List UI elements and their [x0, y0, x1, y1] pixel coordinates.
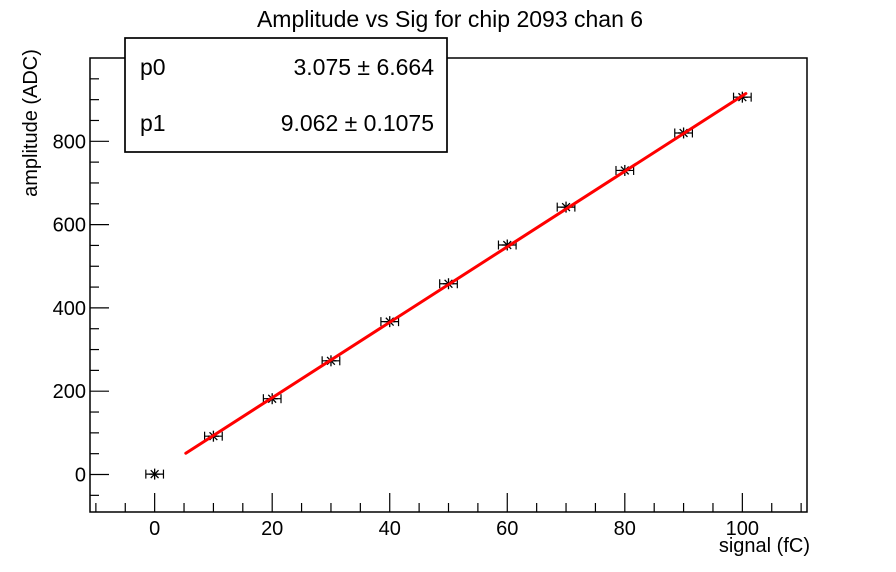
stats-param-value: 9.062 ± 0.1075: [281, 110, 434, 136]
fit-line-group: [184, 92, 748, 455]
y-axis-tick-label: 400: [53, 298, 86, 320]
x-axis-tick-label: 60: [496, 518, 518, 540]
chart-title: Amplitude vs Sig for chip 2093 chan 6: [257, 6, 643, 32]
y-axis-tick-label: 800: [53, 131, 86, 153]
stats-param-value: 3.075 ± 6.664: [293, 54, 434, 80]
x-axis-tick-label: 0: [149, 518, 160, 540]
stats-param-name: p1: [140, 110, 166, 136]
stats-param-name: p0: [140, 54, 166, 80]
marker-spoke: [150, 469, 160, 479]
axis-ticks-group: [90, 78, 802, 512]
y-axis-tick-label: 600: [53, 215, 86, 237]
data-point: [556, 201, 576, 213]
y-axis-title: amplitude (ADC): [20, 49, 42, 197]
x-axis-tick-label: 100: [726, 518, 759, 540]
x-axis-tick-label: 80: [614, 518, 636, 540]
x-axis-tick-label: 40: [379, 518, 401, 540]
y-axis-tick-label: 200: [53, 381, 86, 403]
fit-line: [184, 92, 748, 455]
x-axis-tick-label: 20: [261, 518, 283, 540]
x-axis-title: signal (fC): [719, 535, 810, 557]
stats-box: p0 3.075 ± 6.664 p1 9.062 ± 0.1075: [124, 37, 448, 153]
axis-labels-group: 0 20 40 60 80 100 0 200 400 600 800: [53, 131, 759, 540]
y-axis-tick-label: 0: [75, 465, 86, 487]
stats-box-frame: [124, 37, 448, 153]
data-point: [145, 468, 165, 480]
